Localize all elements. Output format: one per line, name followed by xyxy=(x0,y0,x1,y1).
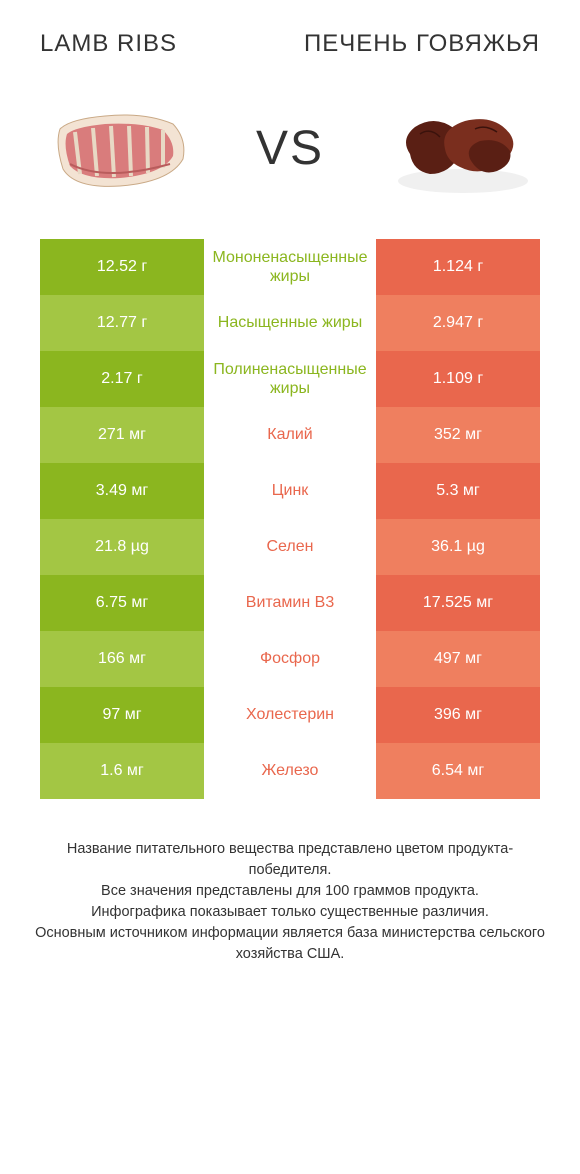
footer-line-1: Название питательного вещества представл… xyxy=(30,839,550,881)
vs-label: VS xyxy=(256,121,324,176)
nutrient-label: Цинк xyxy=(204,463,376,519)
nutrient-label: Железо xyxy=(204,743,376,799)
nutrient-label: Селен xyxy=(204,519,376,575)
right-value: 36.1 µg xyxy=(376,519,540,575)
header: LAMB RIBS ПЕЧЕНЬ ГОВЯЖЬЯ xyxy=(0,0,580,79)
right-value: 5.3 мг xyxy=(376,463,540,519)
liver-icon xyxy=(385,99,535,199)
right-value: 352 мг xyxy=(376,407,540,463)
left-value: 1.6 мг xyxy=(40,743,204,799)
left-value: 271 мг xyxy=(40,407,204,463)
right-value: 497 мг xyxy=(376,631,540,687)
footer-line-4: Основным источником информации является … xyxy=(30,923,550,965)
table-row: 12.77 гНасыщенные жиры2.947 г xyxy=(40,295,540,351)
nutrient-label: Фосфор xyxy=(204,631,376,687)
left-value: 2.17 г xyxy=(40,351,204,407)
table-row: 271 мгКалий352 мг xyxy=(40,407,540,463)
nutrient-label: Калий xyxy=(204,407,376,463)
left-value: 12.77 г xyxy=(40,295,204,351)
ribs-image xyxy=(40,89,200,209)
nutrient-table: 12.52 гМононенасыщенные жиры1.124 г12.77… xyxy=(40,239,540,799)
footer-notes: Название питательного вещества представл… xyxy=(0,799,580,985)
table-row: 3.49 мгЦинк5.3 мг xyxy=(40,463,540,519)
table-row: 97 мгХолестерин396 мг xyxy=(40,687,540,743)
table-row: 21.8 µgСелен36.1 µg xyxy=(40,519,540,575)
left-value: 3.49 мг xyxy=(40,463,204,519)
table-row: 166 мгФосфор497 мг xyxy=(40,631,540,687)
left-value: 21.8 µg xyxy=(40,519,204,575)
left-value: 166 мг xyxy=(40,631,204,687)
liver-image xyxy=(380,89,540,209)
vs-row: VS xyxy=(0,79,580,239)
table-row: 1.6 мгЖелезо6.54 мг xyxy=(40,743,540,799)
left-value: 6.75 мг xyxy=(40,575,204,631)
nutrient-label: Мононенасыщенные жиры xyxy=(204,239,376,295)
right-food-title: ПЕЧЕНЬ ГОВЯЖЬЯ xyxy=(290,30,540,59)
right-value: 2.947 г xyxy=(376,295,540,351)
table-row: 2.17 гПолиненасыщенные жиры1.109 г xyxy=(40,351,540,407)
right-value: 17.525 мг xyxy=(376,575,540,631)
left-food-title: LAMB RIBS xyxy=(40,30,290,58)
nutrient-label: Полиненасыщенные жиры xyxy=(204,351,376,407)
right-value: 6.54 мг xyxy=(376,743,540,799)
left-value: 97 мг xyxy=(40,687,204,743)
table-row: 6.75 мгВитамин B317.525 мг xyxy=(40,575,540,631)
nutrient-label: Холестерин xyxy=(204,687,376,743)
footer-line-2: Все значения представлены для 100 граммо… xyxy=(30,881,550,902)
right-value: 1.109 г xyxy=(376,351,540,407)
left-value: 12.52 г xyxy=(40,239,204,295)
ribs-icon xyxy=(45,94,195,204)
footer-line-3: Инфографика показывает только существенн… xyxy=(30,902,550,923)
right-value: 396 мг xyxy=(376,687,540,743)
nutrient-label: Витамин B3 xyxy=(204,575,376,631)
nutrient-label: Насыщенные жиры xyxy=(204,295,376,351)
table-row: 12.52 гМононенасыщенные жиры1.124 г xyxy=(40,239,540,295)
right-value: 1.124 г xyxy=(376,239,540,295)
